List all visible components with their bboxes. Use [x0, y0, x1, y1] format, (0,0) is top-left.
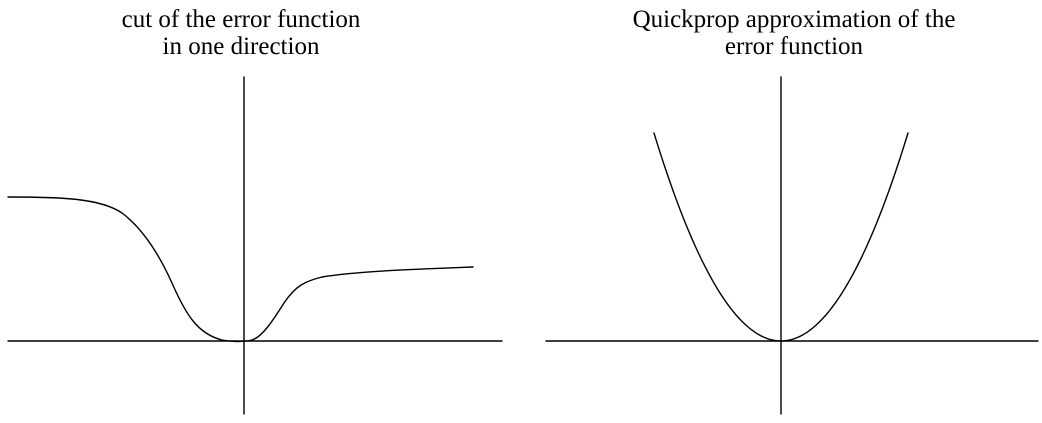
left-title-line-1: cut of the error function — [121, 6, 361, 33]
error-function-curve — [7, 196, 474, 343]
quickprop-parabola — [653, 132, 909, 342]
left-title-line-2: in one direction — [162, 33, 320, 60]
quickprop-approximation-plot — [545, 76, 1039, 415]
error-function-plot — [7, 76, 503, 415]
right-title-line-2: error function — [724, 33, 864, 60]
left-panel: cut of the error function in one directi… — [0, 0, 510, 423]
left-panel-title: cut of the error function in one directi… — [0, 6, 496, 60]
right-title-line-1: Quickprop approximation of the — [632, 6, 956, 33]
right-panel-title: Quickprop approximation of the error fun… — [538, 6, 1042, 60]
right-panel: Quickprop approximation of the error fun… — [530, 0, 1042, 423]
